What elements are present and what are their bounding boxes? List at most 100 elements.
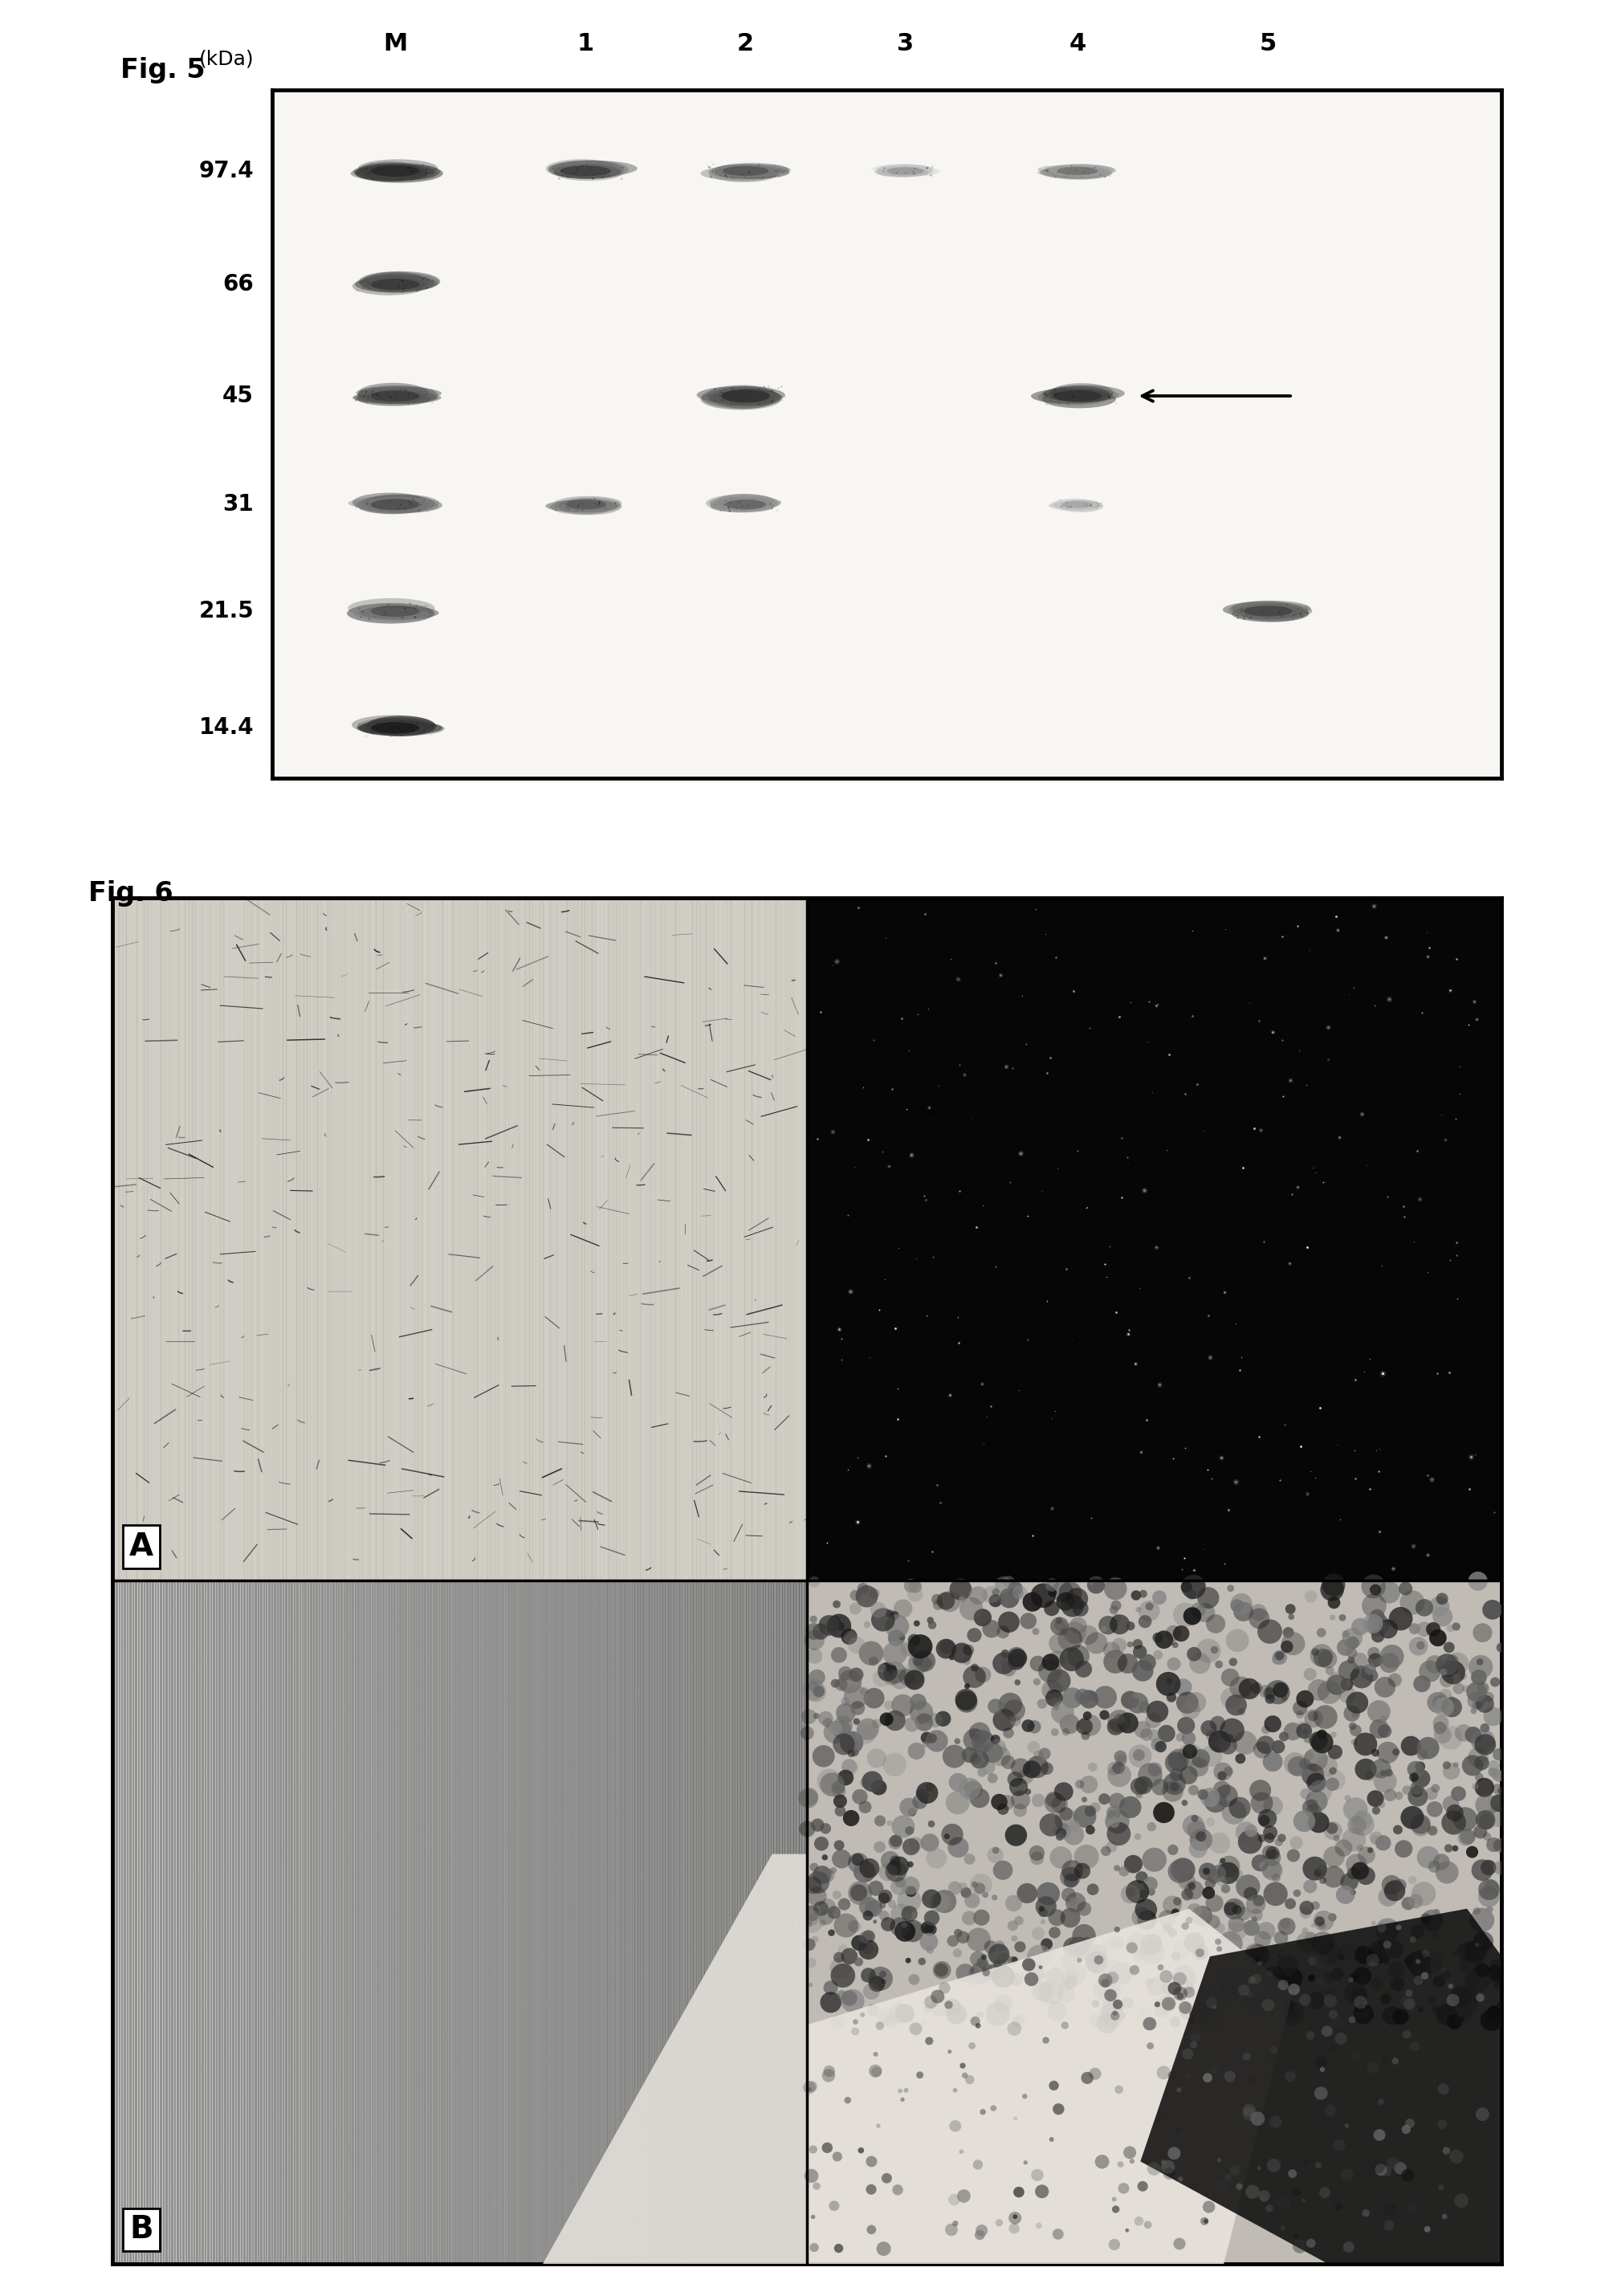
Circle shape xyxy=(890,1878,908,1894)
Circle shape xyxy=(1225,2071,1236,2082)
Circle shape xyxy=(1459,2016,1465,2020)
Text: (kDa): (kDa) xyxy=(199,51,253,69)
Circle shape xyxy=(1061,1688,1082,1708)
Circle shape xyxy=(1007,1919,1018,1931)
Circle shape xyxy=(1146,1729,1159,1740)
Circle shape xyxy=(1300,1901,1314,1915)
Circle shape xyxy=(1085,1825,1095,1835)
Circle shape xyxy=(1084,1805,1097,1816)
Circle shape xyxy=(861,1770,882,1791)
Circle shape xyxy=(1021,1958,1036,1972)
Ellipse shape xyxy=(360,273,429,289)
Circle shape xyxy=(804,2170,818,2183)
Circle shape xyxy=(970,1665,978,1671)
Circle shape xyxy=(1121,2014,1127,2018)
Ellipse shape xyxy=(714,163,788,177)
Circle shape xyxy=(1476,1809,1495,1830)
Circle shape xyxy=(1132,1908,1153,1929)
Circle shape xyxy=(809,1681,818,1692)
Bar xyxy=(807,1580,1502,2264)
Circle shape xyxy=(1473,1825,1487,1839)
Circle shape xyxy=(1230,1798,1250,1818)
Circle shape xyxy=(833,1715,853,1736)
Circle shape xyxy=(1111,1936,1124,1949)
Ellipse shape xyxy=(877,165,932,174)
Circle shape xyxy=(999,1692,1021,1715)
Ellipse shape xyxy=(554,165,621,179)
Circle shape xyxy=(1281,1968,1303,1988)
Circle shape xyxy=(1476,2108,1489,2122)
Circle shape xyxy=(1266,1970,1273,1977)
Circle shape xyxy=(1353,2004,1374,2025)
Circle shape xyxy=(1114,1864,1121,1871)
Circle shape xyxy=(972,1731,994,1752)
Circle shape xyxy=(993,1846,999,1853)
Circle shape xyxy=(885,1860,906,1883)
Ellipse shape xyxy=(714,494,775,510)
Circle shape xyxy=(1382,1876,1401,1894)
Circle shape xyxy=(1468,1692,1486,1711)
Circle shape xyxy=(1308,1956,1318,1965)
Circle shape xyxy=(1137,1910,1158,1929)
Circle shape xyxy=(1162,1924,1172,1933)
Circle shape xyxy=(1178,2177,1183,2181)
Circle shape xyxy=(857,1717,879,1740)
Circle shape xyxy=(1465,1940,1487,1963)
Circle shape xyxy=(1366,1954,1380,1968)
Circle shape xyxy=(1143,2018,1156,2030)
Circle shape xyxy=(1233,1906,1242,1915)
Circle shape xyxy=(1217,1947,1222,1952)
Circle shape xyxy=(953,1949,962,1958)
Circle shape xyxy=(1414,1676,1430,1692)
Circle shape xyxy=(1410,1814,1431,1835)
Ellipse shape xyxy=(355,163,429,181)
Circle shape xyxy=(901,1876,919,1894)
Circle shape xyxy=(1174,1986,1188,2000)
Circle shape xyxy=(925,1731,948,1752)
Circle shape xyxy=(937,1591,954,1609)
Circle shape xyxy=(1254,1956,1260,1963)
Circle shape xyxy=(983,1743,1002,1763)
Circle shape xyxy=(820,1919,826,1926)
Circle shape xyxy=(831,1646,847,1662)
Circle shape xyxy=(903,2087,908,2092)
Circle shape xyxy=(1166,1678,1172,1685)
Circle shape xyxy=(1174,1972,1186,1986)
Circle shape xyxy=(821,2069,836,2082)
Circle shape xyxy=(1058,1628,1082,1651)
Circle shape xyxy=(1033,1678,1041,1685)
Circle shape xyxy=(1061,1970,1079,1986)
Text: B: B xyxy=(130,2213,154,2245)
Circle shape xyxy=(812,1818,825,1832)
Circle shape xyxy=(1475,1942,1479,1947)
Ellipse shape xyxy=(1058,501,1103,512)
Circle shape xyxy=(908,1653,930,1674)
Circle shape xyxy=(1284,1752,1306,1775)
Circle shape xyxy=(1081,2071,1093,2085)
Circle shape xyxy=(1174,1603,1198,1628)
Circle shape xyxy=(1111,1600,1121,1609)
Circle shape xyxy=(1148,2163,1161,2177)
Circle shape xyxy=(815,1837,829,1851)
Circle shape xyxy=(850,1885,868,1901)
Circle shape xyxy=(1220,1857,1226,1864)
Circle shape xyxy=(919,1933,938,1952)
Circle shape xyxy=(1303,1667,1316,1681)
Circle shape xyxy=(948,2195,961,2206)
Circle shape xyxy=(977,1768,986,1777)
Circle shape xyxy=(889,1901,897,1908)
Circle shape xyxy=(953,2220,959,2227)
Circle shape xyxy=(1154,1630,1174,1649)
Circle shape xyxy=(1138,1890,1148,1899)
Circle shape xyxy=(1358,1846,1375,1864)
Circle shape xyxy=(909,1837,922,1851)
Circle shape xyxy=(898,2089,903,2094)
Circle shape xyxy=(1473,1931,1494,1952)
Circle shape xyxy=(1441,1970,1451,1979)
Circle shape xyxy=(1249,1779,1271,1800)
Circle shape xyxy=(1199,1862,1217,1880)
Circle shape xyxy=(1439,1674,1454,1688)
Ellipse shape xyxy=(355,386,435,400)
Circle shape xyxy=(1238,1830,1262,1853)
Circle shape xyxy=(1446,1655,1459,1667)
